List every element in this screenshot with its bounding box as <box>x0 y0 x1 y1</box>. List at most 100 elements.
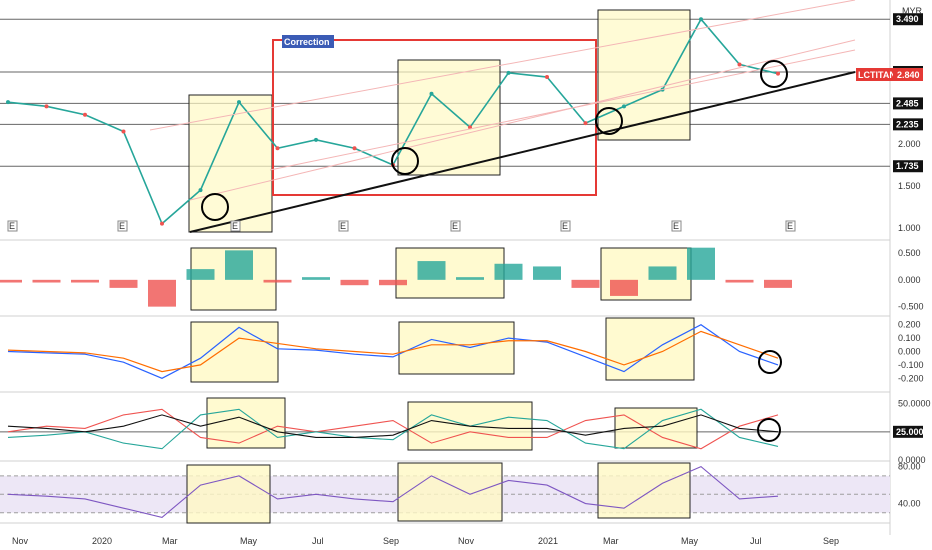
price-point <box>737 62 742 67</box>
x-tick-label: 2021 <box>538 536 558 546</box>
rsi-line <box>7 465 779 518</box>
highlight-box <box>186 464 271 524</box>
oscillator-bar <box>764 279 792 288</box>
event-marker-label: E <box>340 221 346 231</box>
support-trendline <box>189 71 856 233</box>
event-marker <box>7 220 18 232</box>
highlight-box <box>597 9 691 141</box>
level-tag <box>893 118 923 131</box>
signal-line <box>7 330 779 373</box>
x-tick-label: 2020 <box>92 536 112 546</box>
x-tick-label: Mar <box>162 536 178 546</box>
y-tick-label: 0.100 <box>898 333 921 343</box>
y-tick-label: -0.500 <box>898 302 924 312</box>
x-tick-label: May <box>681 536 699 546</box>
oscillator-bar <box>533 266 561 280</box>
price-point <box>776 71 780 76</box>
price-point <box>506 70 511 75</box>
event-marker <box>450 220 461 232</box>
y-tick-label: -0.200 <box>898 373 924 383</box>
highlight-circle <box>391 147 419 175</box>
event-marker-label: E <box>9 221 15 231</box>
x-tick-label: Nov <box>458 536 475 546</box>
correction-label-text: Correction <box>284 37 330 47</box>
oscillator-bar <box>687 247 715 280</box>
oscillator-bar <box>610 279 638 296</box>
event-marker-label: E <box>119 221 125 231</box>
chart-marks <box>0 17 792 518</box>
y-tick-label: -0.100 <box>898 360 924 370</box>
dmi-line <box>7 414 779 439</box>
oscillator-bar <box>71 279 99 283</box>
x-tick-label: Mar <box>603 536 619 546</box>
highlight-box <box>397 59 501 176</box>
oscillator-bar <box>263 279 292 283</box>
x-tick-label: Nov <box>12 536 29 546</box>
last-price-tag-text: 2.840 <box>897 70 920 80</box>
symbol-tag-bg <box>856 68 896 81</box>
price-point <box>622 104 626 109</box>
x-tick-label: Jul <box>312 536 324 546</box>
price-point <box>6 100 10 105</box>
oscillator-bar <box>32 279 61 283</box>
price-point <box>583 121 588 126</box>
dmi-line <box>7 408 779 450</box>
price-point <box>429 91 434 96</box>
event-marker <box>230 220 241 232</box>
highlight-circle <box>760 60 788 88</box>
oscillator-bar <box>109 279 138 288</box>
highlight-box <box>190 321 279 383</box>
correction-label-bg <box>282 35 334 48</box>
level-tag <box>893 160 923 173</box>
level-tag-label: 2.485 <box>896 98 919 108</box>
event-marker-label: E <box>562 221 568 231</box>
price-point <box>198 188 203 193</box>
channel-line <box>149 0 856 131</box>
oscillator-bar <box>648 266 677 280</box>
y-tick-label: 2.000 <box>898 139 921 149</box>
symbol-tag-text: LCTITAN <box>858 70 896 80</box>
price-point <box>237 100 241 105</box>
level-tag <box>893 97 923 110</box>
y-tick-label: 0.500 <box>898 248 921 258</box>
price-point <box>121 129 126 134</box>
highlight-box <box>397 462 503 522</box>
y-tick-label: 1.000 <box>898 223 921 233</box>
y-tick-label: 0.200 <box>898 320 921 330</box>
event-marker-label: E <box>787 221 793 231</box>
level-tag-label: 3.490 <box>896 14 919 24</box>
price-point <box>545 75 549 80</box>
oscillator-bar <box>302 277 330 280</box>
x-tick-label: Sep <box>383 536 399 546</box>
symbol-tag: LCTITAN 2.840 <box>856 68 923 81</box>
event-marker <box>560 220 571 232</box>
oscillator-bar <box>417 261 446 280</box>
correction-label: Correction <box>282 35 334 48</box>
oscillator-bar <box>571 279 600 288</box>
oscillator-bar <box>379 279 407 286</box>
price-point <box>699 17 703 22</box>
y-tick-label: 50.0000 <box>898 399 931 409</box>
event-marker <box>117 220 128 232</box>
highlight-circle <box>201 193 229 221</box>
price-point <box>44 104 49 109</box>
highlight-boxes <box>186 9 698 524</box>
level-tag-label: 1.735 <box>896 161 919 171</box>
price-point <box>275 146 280 151</box>
highlight-box <box>597 462 691 519</box>
level-tag-label: 2.235 <box>896 119 919 129</box>
event-marker <box>785 220 796 232</box>
y-tick-label: 0.000 <box>898 275 921 285</box>
highlight-circle <box>757 418 781 442</box>
y-tick-label: 1.500 <box>898 181 921 191</box>
level-tag-label: 25.0000 <box>896 427 929 437</box>
oscillator-bar <box>148 279 176 307</box>
level-tag <box>893 13 923 26</box>
y-tick-label: 40.00 <box>898 499 921 509</box>
oscillator-bar <box>340 279 369 286</box>
y-tick-label: 80.00 <box>898 462 921 472</box>
oscillator-bar <box>0 279 22 283</box>
currency-label: MYR <box>902 6 923 16</box>
